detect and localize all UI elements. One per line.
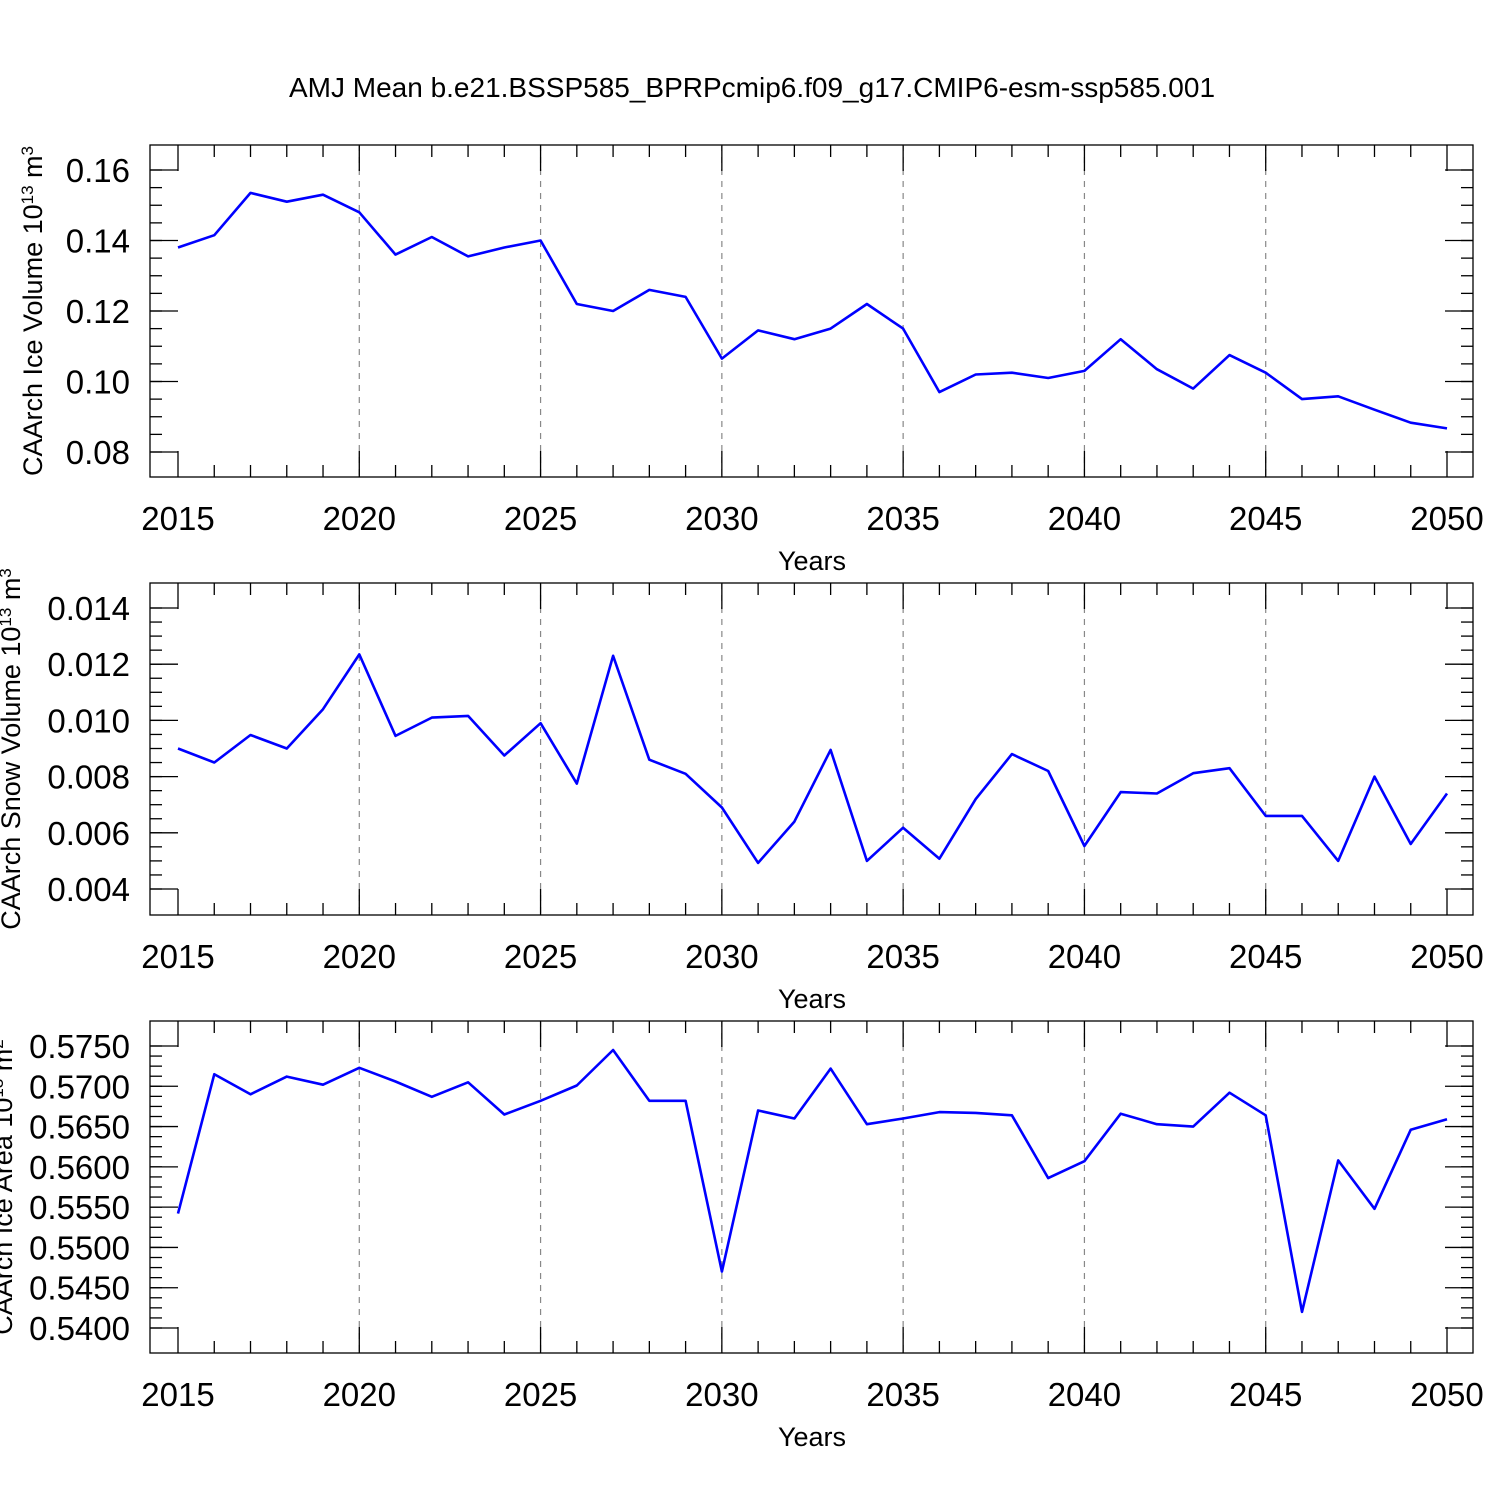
x-tick-label: 2045 <box>1229 1376 1302 1413</box>
panel-2: 2015 2020 2025 2030 2035 2040 2045 2050 0.004 0.0… <box>0 568 1484 1014</box>
x-tick-label: 2015 <box>141 938 214 975</box>
x-tick-label: 2040 <box>1048 938 1121 975</box>
y-axis-label-exp: 13 <box>0 608 15 627</box>
y-tick-label: 0.5550 <box>29 1189 130 1226</box>
x-tick-label: 2025 <box>504 500 577 537</box>
plot-frame <box>149 144 1474 478</box>
y-axis-label: CAArch Ice Volume 1013 m3 <box>18 146 49 476</box>
x-tick-label: 2020 <box>323 500 396 537</box>
x-tick-label: 2020 <box>323 1376 396 1413</box>
x-tick-label: 2025 <box>504 1376 577 1413</box>
x-tick-label: 2030 <box>685 938 758 975</box>
x-tick-label: 2050 <box>1410 500 1483 537</box>
y-tick-label: 0.12 <box>66 293 130 330</box>
x-tick-label: 2015 <box>141 500 214 537</box>
y-tick-label: 0.006 <box>47 815 130 852</box>
y-axis-label-exp: 13 <box>18 185 37 204</box>
panels: 2015 2020 2025 2030 2035 2040 2045 2050 0.08 0.10… <box>0 144 1484 1452</box>
x-tick-label: 2040 <box>1048 1376 1121 1413</box>
x-tick-label: 2035 <box>866 500 939 537</box>
y-axis-label-unit-exp: 3 <box>18 146 37 155</box>
plot-frame <box>149 582 1474 916</box>
y-axis-label-exp: 13 <box>0 1079 7 1098</box>
y-tick-label: 0.014 <box>47 590 130 627</box>
y-axis-label-unit: m <box>18 155 48 185</box>
x-tick-label: 2050 <box>1410 938 1483 975</box>
y-tick-label: 0.5600 <box>29 1149 130 1186</box>
y-axis-label-unit-exp: 3 <box>0 568 15 577</box>
x-tick-label: 2040 <box>1048 500 1121 537</box>
x-tick-label: 2035 <box>866 938 939 975</box>
x-tick-label: 2045 <box>1229 500 1302 537</box>
x-tick-label: 2035 <box>866 1376 939 1413</box>
y-tick-label: 0.14 <box>66 223 130 260</box>
y-tick-label: 0.5750 <box>29 1028 130 1065</box>
y-axis-label-unit: m <box>0 578 26 608</box>
y-tick-label: 0.008 <box>47 759 130 796</box>
y-tick-label: 0.5700 <box>29 1068 130 1105</box>
y-axis-label-main: CAArch Ice Volume 10 <box>18 204 48 476</box>
x-tick-label: 2015 <box>141 1376 214 1413</box>
y-tick-label: 0.5500 <box>29 1229 130 1266</box>
x-axis-label: Years <box>778 1422 846 1452</box>
series-line-1 <box>176 1048 1448 1314</box>
y-tick-label: 0.5450 <box>29 1270 130 1307</box>
y-tick-label: 0.012 <box>47 646 130 683</box>
y-axis-label: CAArch Ice Area 1013 m2 <box>0 1039 18 1335</box>
series-line-1 <box>177 653 1449 865</box>
x-tick-label: 2045 <box>1229 938 1302 975</box>
y-tick-label: 0.5650 <box>29 1109 130 1146</box>
panel-3: 2015 2020 2025 2030 2035 2040 2045 20500.54000.… <box>0 1020 1484 1452</box>
y-tick-label: 0.5400 <box>29 1310 130 1347</box>
plot-frame <box>149 1020 1474 1354</box>
figure-title: AMJ Mean b.e21.BSSP585_BPRPcmip6.f09_g17… <box>289 72 1215 103</box>
x-tick-label: 2020 <box>323 938 396 975</box>
x-tick-label: 2030 <box>685 1376 758 1413</box>
y-tick-label: 0.16 <box>66 152 130 189</box>
x-axis-label: Years <box>778 984 846 1014</box>
y-axis-label-main: CAArch Ice Area 10 <box>0 1098 18 1335</box>
x-axis-label: Years <box>778 546 846 576</box>
y-axis-label-unit-exp: 2 <box>0 1039 7 1048</box>
x-tick-label: 2050 <box>1410 1376 1483 1413</box>
x-tick-label: 2025 <box>504 938 577 975</box>
y-tick-label: 0.08 <box>66 434 130 471</box>
y-tick-label: 0.10 <box>66 364 130 401</box>
series-line-1 <box>177 191 1448 430</box>
y-axis-label-unit: m <box>0 1049 18 1079</box>
y-axis-label-main: CAArch Snow Volume 10 <box>0 627 26 930</box>
panel-1: 2015 2020 2025 2030 2035 2040 2045 2050 0.08 0.10… <box>18 144 1484 576</box>
y-tick-label: 0.004 <box>47 871 130 908</box>
y-axis-label: CAArch Snow Volume 1013 m3 <box>0 568 26 930</box>
x-tick-label: 2030 <box>685 500 758 537</box>
y-tick-label: 0.010 <box>47 702 130 739</box>
